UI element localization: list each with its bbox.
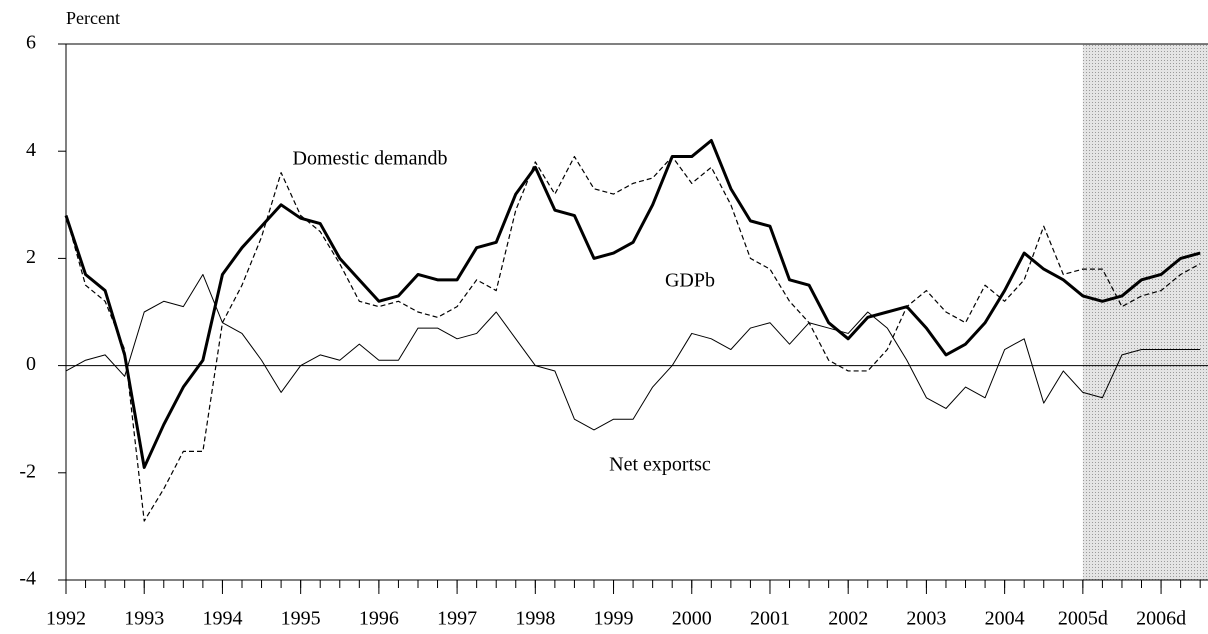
series-line — [64, 138, 1201, 469]
x-tick-label: 1997 — [437, 608, 477, 630]
x-tick-label: 2002 — [828, 608, 868, 630]
y-tick-label: 0 — [26, 353, 36, 375]
x-tick-label: 2004 — [985, 608, 1025, 630]
x-tick-label: 1995 — [281, 608, 321, 630]
x-tick-label: 2003 — [906, 608, 946, 630]
series-label: GDPb — [665, 270, 715, 292]
series-line — [65, 273, 1201, 431]
x-tick-label: 1998 — [515, 608, 555, 630]
y-tick-label: -2 — [19, 460, 36, 482]
x-tick-label: 1993 — [124, 608, 164, 630]
x-tick-label: 1994 — [202, 608, 242, 630]
x-tick-label: 2001 — [750, 608, 790, 630]
series-label: Domestic demandb — [293, 148, 448, 170]
y-axis-label: Percent — [66, 8, 120, 28]
x-tick-label: 1992 — [46, 608, 86, 630]
forecast-shade — [1082, 44, 1208, 580]
series-line — [65, 155, 1201, 522]
x-tick-label: 1999 — [594, 608, 634, 630]
x-tick-label: 2000 — [672, 608, 712, 630]
x-tick-label: 2005d — [1058, 608, 1108, 630]
x-tick-label: 2006d — [1136, 608, 1186, 630]
y-tick-label: -4 — [19, 568, 36, 590]
series-label: Net exportsc — [609, 454, 711, 476]
y-tick-label: 6 — [26, 32, 36, 54]
x-tick-label: 1996 — [359, 608, 399, 630]
y-tick-label: 2 — [26, 246, 36, 268]
y-tick-label: 4 — [26, 139, 36, 161]
